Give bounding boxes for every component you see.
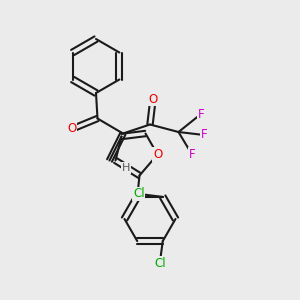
Text: Cl: Cl: [133, 188, 145, 200]
Text: F: F: [189, 148, 195, 161]
Text: O: O: [153, 148, 162, 161]
Text: O: O: [68, 122, 76, 136]
Text: H: H: [122, 163, 130, 173]
Text: Cl: Cl: [154, 257, 166, 270]
Text: F: F: [198, 107, 204, 121]
Text: O: O: [148, 92, 158, 106]
Text: F: F: [201, 128, 207, 142]
